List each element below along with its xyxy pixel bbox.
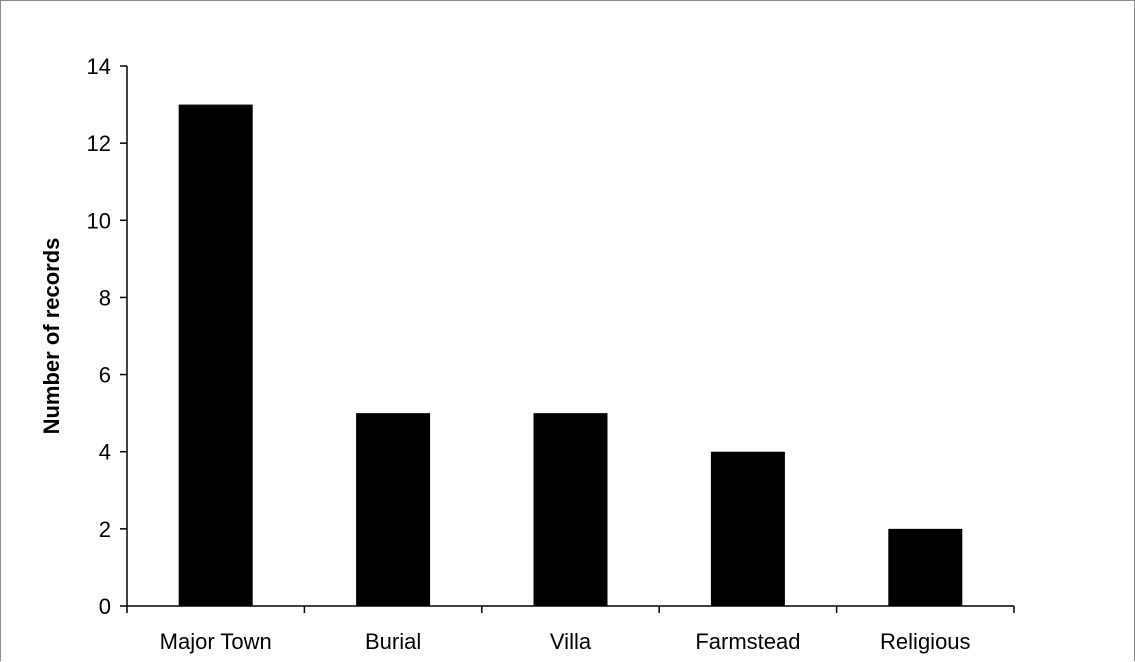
x-tick-label: Farmstead: [695, 629, 800, 654]
x-tick-label: Religious: [880, 629, 971, 654]
y-tick-label: 14: [87, 54, 111, 79]
x-tick-label: Major Town: [160, 629, 272, 654]
y-tick-label: 12: [87, 131, 111, 156]
y-tick-label: 8: [99, 285, 111, 310]
bars-layer: [178, 104, 963, 607]
y-axis-title: Number of records: [39, 238, 64, 435]
y-ticks-layer: 0 2 4 6 8 10 12 14: [87, 54, 127, 619]
x-tick-label: Villa: [550, 629, 592, 654]
y-tick-label: 0: [99, 594, 111, 619]
axes-layer: [126, 66, 1014, 607]
x-tick-label: Burial: [365, 629, 421, 654]
bar-3: [710, 451, 785, 606]
y-tick-label: 2: [99, 517, 111, 542]
x-ticks-layer: Major Town Burial Villa Farmstead Religious: [126, 606, 1015, 654]
y-tick-label: 4: [99, 440, 111, 465]
bar-1: [356, 413, 431, 606]
bar-0: [178, 104, 253, 607]
y-tick-label: 6: [99, 363, 111, 388]
bar-2: [533, 413, 608, 606]
bar-4: [888, 528, 963, 606]
y-tick-label: 10: [87, 208, 111, 233]
